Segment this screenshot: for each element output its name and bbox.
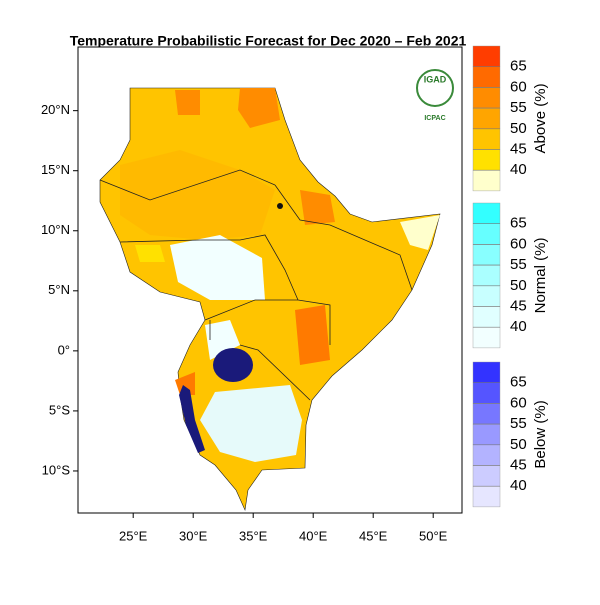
logo-org: ICPAC	[424, 115, 445, 122]
lat-tick-label: 15°N	[41, 162, 70, 177]
legend-swatch	[472, 202, 501, 224]
lon-tick-label: 50°E	[419, 528, 448, 543]
legend-level: 60	[510, 78, 527, 95]
legend-level: 45	[510, 297, 527, 314]
lat-tick-label: 5°N	[48, 282, 70, 297]
lon-tick-label: 25°E	[119, 528, 148, 543]
legend-swatch	[472, 45, 501, 67]
legend-swatch	[472, 285, 501, 307]
borders	[99, 169, 413, 401]
lakes	[179, 203, 283, 453]
legend-swatch	[472, 327, 501, 349]
legend-level: 45	[510, 456, 527, 473]
legend-swatch	[472, 306, 501, 328]
legend-swatch	[472, 264, 501, 287]
legend-level: 60	[510, 394, 527, 411]
lon-tick-label: 35°E	[239, 528, 268, 543]
legend-level: 65	[510, 58, 527, 75]
legend-swatch	[472, 403, 501, 425]
lon-tick-label: 45°E	[359, 528, 388, 543]
legend-swatch	[472, 66, 501, 88]
legend-swatch	[472, 361, 501, 383]
lat-tick-label: 5°S	[49, 402, 70, 417]
legend-swatch	[472, 128, 501, 150]
lat-tick-label: 0°	[58, 342, 70, 357]
map-title: Temperature Probabilistic Forecast for D…	[70, 33, 467, 49]
legend-swatch	[472, 169, 501, 192]
legend-title: Normal (%)	[532, 238, 549, 314]
legend-level: 40	[510, 477, 527, 494]
legend-level: 55	[510, 256, 527, 273]
legend-swatch	[472, 486, 501, 508]
legend-title: Below (%)	[532, 400, 549, 468]
legend-swatch	[472, 149, 501, 171]
legend-swatch	[472, 244, 501, 266]
lon-tick-label: 40°E	[299, 528, 328, 543]
legend-level: 55	[510, 99, 527, 116]
legend-level: 50	[510, 277, 527, 294]
legend-level: 40	[510, 318, 527, 335]
logo: IGAD ICPAC	[416, 69, 454, 122]
lon-tick-label: 30°E	[179, 528, 208, 543]
lat-tick-label: 10°S	[42, 462, 71, 477]
lat-tick-label: 20°N	[41, 102, 70, 117]
legend-level: 65	[510, 215, 527, 232]
legend-swatch	[472, 423, 501, 446]
legend-level: 50	[510, 436, 527, 453]
legend-level: 40	[510, 161, 527, 178]
legend-swatch	[472, 382, 501, 404]
legend-swatch	[472, 87, 501, 109]
legend-title: Above (%)	[532, 83, 549, 153]
legend-level: 65	[510, 374, 527, 391]
legend-swatch	[472, 444, 501, 466]
logo-name: IGAD	[424, 74, 447, 84]
legend-swatch	[472, 107, 501, 129]
legend-swatch	[472, 465, 501, 487]
legend-swatch	[472, 223, 501, 245]
legend-level: 60	[510, 235, 527, 252]
legend-level: 45	[510, 140, 527, 157]
legend-level: 50	[510, 120, 527, 137]
lat-tick-label: 10°N	[41, 222, 70, 237]
legend-level: 55	[510, 415, 527, 432]
